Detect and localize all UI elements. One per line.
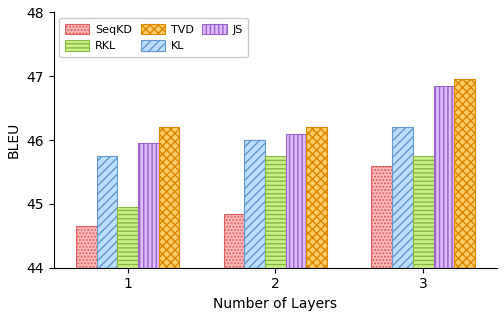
Bar [76, 226, 97, 268]
Bar [265, 156, 286, 268]
Bar [159, 127, 179, 268]
Bar [286, 134, 306, 268]
Bar [306, 127, 327, 268]
Bar [433, 86, 454, 268]
Bar [371, 166, 392, 268]
X-axis label: Number of Layers: Number of Layers [214, 297, 338, 311]
Bar [454, 80, 475, 268]
Bar [413, 156, 433, 268]
Legend: SeqKD, RKL, TVD, KL, JS: SeqKD, RKL, TVD, KL, JS [59, 18, 248, 57]
Bar [138, 143, 159, 268]
Bar [224, 213, 244, 268]
Bar [117, 207, 138, 268]
Y-axis label: BLEU: BLEU [7, 122, 21, 158]
Bar [244, 140, 265, 268]
Bar [97, 156, 117, 268]
Bar [392, 127, 413, 268]
